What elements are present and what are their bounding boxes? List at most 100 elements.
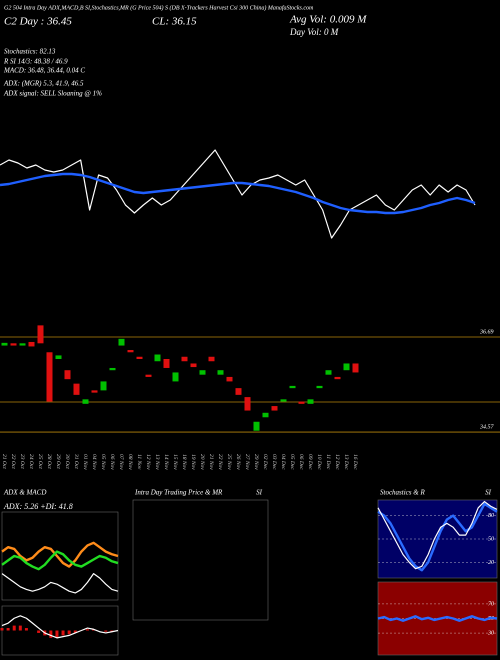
series-line	[377, 500, 498, 570]
candle	[91, 390, 98, 393]
candle	[19, 343, 26, 346]
series-line	[1, 541, 119, 568]
candle	[271, 406, 278, 411]
stoch-info: Stochastics: 82.13	[4, 48, 56, 56]
candle	[55, 355, 62, 359]
x-tick-label: 05 Dec	[289, 454, 295, 470]
candle	[226, 376, 233, 382]
histogram-bar	[85, 629, 89, 631]
x-tick-label: 01 Nov	[82, 454, 88, 470]
x-tick-label: 13 Nov	[154, 454, 160, 470]
x-tick-label: 22 Oct	[10, 454, 16, 469]
series-line	[0, 149, 476, 239]
x-tick-label: 13 Dec	[343, 454, 349, 470]
x-tick-label: 22 Nov	[217, 454, 223, 470]
y-tick-label: 30	[487, 630, 494, 636]
candle	[118, 338, 125, 346]
panel-title: SI	[256, 489, 263, 497]
histogram-bar	[61, 630, 65, 636]
x-tick-label: 11 Dec	[325, 454, 331, 470]
x-tick-label: 07 Nov	[118, 454, 124, 470]
panel-subtitle: ADX: 5.26 +DI: 41.8	[3, 502, 73, 511]
candle	[136, 356, 143, 359]
y-tick-label: 70	[488, 601, 494, 607]
histogram-bar	[24, 628, 28, 631]
candle	[334, 376, 341, 380]
x-tick-label: 21 Nov	[208, 454, 214, 470]
x-tick-label: 06 Dec	[298, 454, 304, 470]
candle	[154, 354, 161, 362]
candle	[289, 385, 296, 389]
candle	[172, 372, 179, 382]
candle	[100, 381, 107, 391]
histogram-bar	[18, 625, 22, 631]
candle	[298, 401, 305, 404]
y-tick-label: 20	[488, 560, 494, 566]
y-tick-label: 80	[488, 513, 494, 519]
histogram-bar	[104, 630, 108, 632]
histogram-bar	[49, 630, 53, 638]
series-line	[1, 615, 119, 639]
candle	[1, 342, 8, 346]
candle	[64, 370, 71, 380]
x-tick-label: 16 Dec	[352, 454, 358, 470]
panel-title: Stochastics & R	[380, 489, 425, 497]
candle	[208, 356, 215, 362]
x-tick-label: 26 Nov	[235, 454, 241, 470]
x-tick-label: 10 Dec	[316, 454, 322, 470]
x-tick-label: 27 Nov	[244, 454, 250, 470]
histogram-bar	[6, 628, 10, 631]
macd-info: MACD: 36.48, 36.44, 0.04 C	[3, 67, 85, 75]
x-tick-label: 15 Nov	[172, 454, 178, 470]
x-tick-label: 28 Oct	[46, 454, 52, 469]
y-tick-label: 36.69	[479, 329, 494, 335]
candle	[307, 399, 314, 404]
candle	[217, 370, 224, 375]
panel-title: Intra Day Trading Price & MR	[134, 489, 223, 497]
candle	[181, 356, 188, 362]
x-tick-label: 21 Oct	[1, 454, 7, 469]
histogram-bar	[0, 628, 4, 631]
y-tick-label: 34.57	[479, 423, 495, 430]
candle	[325, 370, 332, 375]
candle	[253, 421, 260, 431]
x-tick-label: 18 Nov	[181, 454, 187, 470]
x-tick-label: 31 Oct	[73, 453, 79, 469]
panel-frame	[132, 499, 269, 621]
x-tick-label: 29 Nov	[253, 454, 259, 470]
candle	[10, 343, 17, 346]
day-volume: Day Vol: 0 M	[289, 27, 339, 37]
x-tick-label: 04 Dec	[280, 454, 287, 470]
panel-title: ADX & MACD	[3, 489, 46, 497]
candle	[316, 385, 323, 389]
candle	[109, 367, 116, 371]
x-tick-label: 12 Dec	[334, 454, 340, 470]
candle	[37, 325, 44, 344]
series-line	[1, 573, 119, 594]
histogram-bar	[37, 630, 41, 633]
candle	[82, 399, 89, 404]
x-tick-label: 09 Dec	[307, 454, 313, 470]
y-tick-label: 50	[488, 536, 494, 542]
candle	[280, 399, 287, 402]
x-tick-label: 03 Dec	[271, 454, 277, 470]
avg-volume: Avg Vol: 0.009 M	[289, 14, 367, 26]
header-line: G2 504 Intra Day ADX,MACD,B SI,Stochasti…	[4, 4, 314, 11]
rsi-info: R SI 14/3: 48.38 / 46.9	[3, 58, 68, 66]
candle	[190, 363, 197, 368]
candle	[343, 363, 350, 371]
candle	[352, 363, 359, 373]
candle	[262, 412, 269, 418]
x-tick-label: 06 Nov	[109, 454, 115, 470]
x-tick-label: 30 Oct	[64, 453, 70, 469]
x-tick-label: 20 Nov	[199, 454, 205, 470]
x-tick-label: 25 Oct	[37, 454, 43, 469]
candle	[199, 370, 206, 375]
x-tick-label: 12 Nov	[145, 454, 151, 470]
candle	[73, 383, 80, 395]
candle	[235, 388, 242, 395]
x-tick-label: 25 Nov	[226, 454, 232, 470]
adx-info: ADX: (MGR) 5.3, 41.9, 46.5	[3, 80, 84, 88]
candle	[145, 374, 152, 377]
